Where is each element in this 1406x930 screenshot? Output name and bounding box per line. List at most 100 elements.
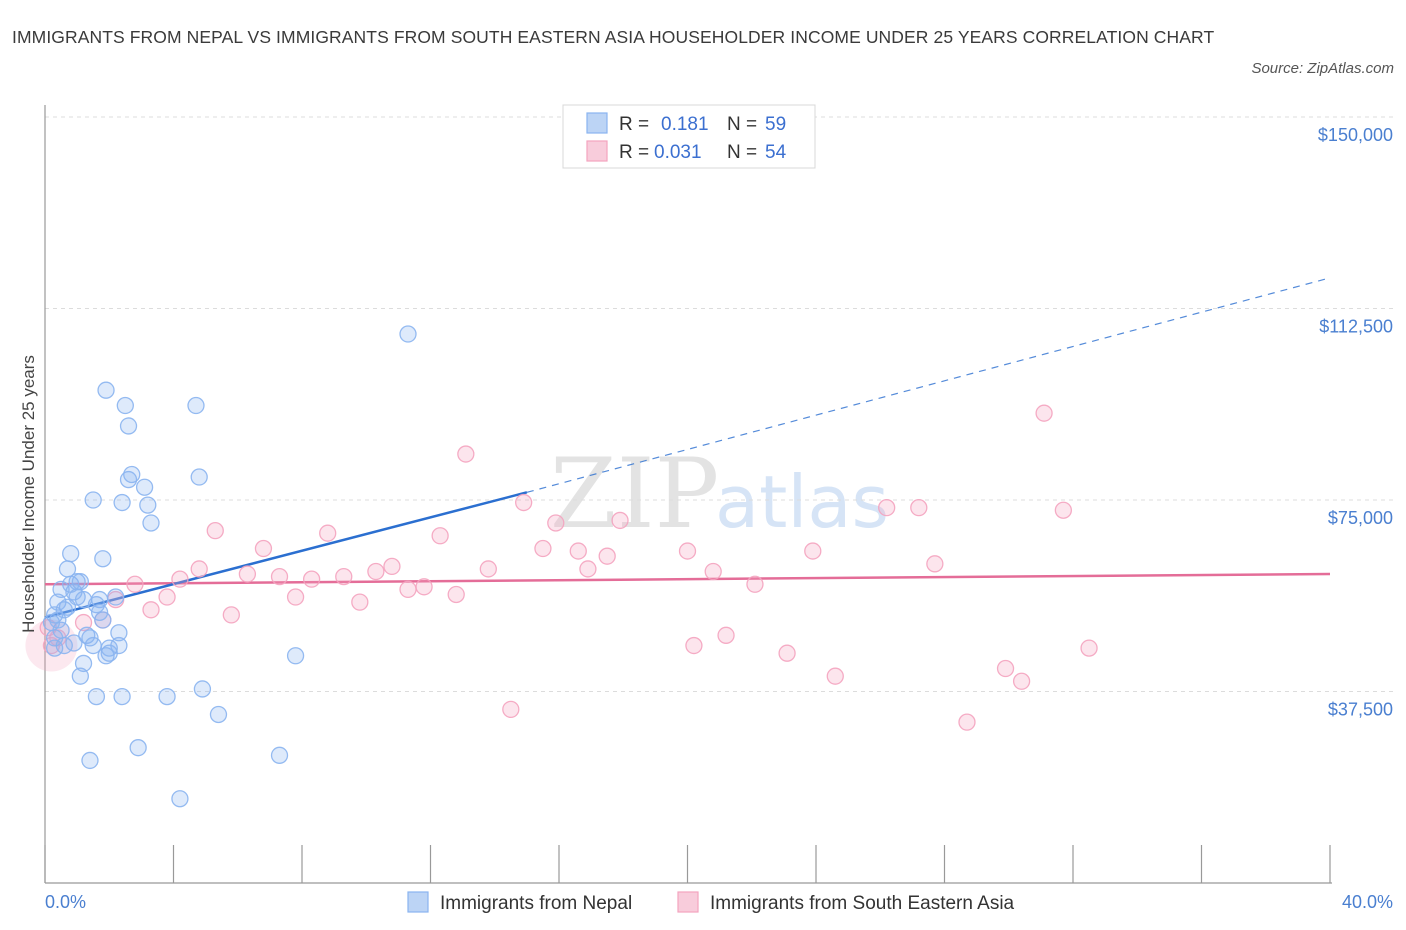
point-nepal-51 — [399, 325, 417, 343]
point-nepal-43 — [158, 687, 176, 706]
point-nepal-54 — [55, 601, 73, 619]
point-nepal-4 — [52, 580, 70, 599]
y-tick-label-3: $150,000 — [1318, 125, 1393, 145]
legend-r-value-1: 0.181 — [661, 114, 709, 135]
point-sea-44 — [826, 667, 844, 685]
point-nepal-35 — [119, 417, 138, 435]
point-nepal-40 — [139, 496, 157, 514]
legend-r-label-2: R = — [619, 142, 649, 163]
point-nepal-45 — [187, 396, 205, 415]
legend-r-value-2: 0.031 — [654, 142, 702, 163]
legend-n-label-2: N = — [727, 142, 757, 163]
point-nepal-23 — [94, 550, 112, 568]
point-sea-42 — [778, 644, 796, 662]
point-nepal-19 — [84, 491, 102, 509]
point-nepal-50 — [286, 647, 305, 665]
point-sea-32 — [547, 514, 565, 532]
point-nepal-31 — [110, 636, 128, 655]
point-sea-43 — [804, 542, 822, 560]
point-sea-17 — [302, 570, 321, 588]
point-sea-8 — [158, 588, 176, 606]
point-nepal-16 — [78, 626, 96, 644]
point-sea-35 — [598, 547, 616, 565]
y-axis-label: Householder Income Under 25 years — [19, 355, 38, 633]
point-sea-25 — [431, 527, 449, 545]
bottom-legend-swatch-sea — [677, 891, 699, 913]
point-sea-7 — [142, 601, 160, 619]
point-nepal-41 — [142, 514, 160, 532]
legend-swatch-sea — [586, 140, 608, 162]
legend-n-label-1: N = — [727, 114, 757, 135]
point-sea-10 — [190, 560, 208, 578]
point-sea-49 — [996, 659, 1015, 678]
point-sea-12 — [222, 606, 240, 624]
point-sea-33 — [569, 542, 587, 560]
series-legend: Immigrants from Nepal Immigrants from So… — [407, 891, 1015, 914]
point-nepal-38 — [129, 739, 147, 757]
point-sea-16 — [286, 588, 305, 606]
point-nepal-14 — [74, 654, 93, 673]
point-sea-51 — [1035, 404, 1053, 422]
point-nepal-27 — [97, 381, 115, 399]
point-sea-46 — [910, 499, 928, 517]
point-nepal-53 — [49, 611, 67, 629]
legend-n-value-2: 54 — [765, 142, 787, 163]
point-nepal-24 — [94, 611, 112, 629]
point-nepal-29 — [107, 588, 125, 606]
data-points — [25, 325, 1098, 808]
point-nepal-9 — [62, 544, 80, 563]
point-sea-26 — [447, 585, 465, 604]
point-nepal-20 — [87, 687, 106, 706]
x-tick-label-min: 0.0% — [45, 892, 86, 912]
y-tick-label-0: $37,500 — [1328, 700, 1393, 720]
chart-title: IMMIGRANTS FROM NEPAL VS IMMIGRANTS FROM… — [12, 27, 1215, 47]
point-sea-40 — [717, 626, 735, 644]
point-sea-52 — [1054, 501, 1073, 519]
point-sea-45 — [878, 499, 896, 517]
point-nepal-30 — [110, 624, 128, 642]
point-nepal-33 — [113, 687, 131, 706]
point-sea-21 — [367, 562, 385, 581]
point-sea-48 — [958, 713, 976, 731]
y-tick-label-2: $112,500 — [1319, 317, 1393, 337]
point-sea-11 — [206, 521, 224, 540]
point-sea-41 — [746, 575, 764, 593]
legend-n-value-1: 59 — [765, 114, 786, 135]
watermark-zip: ZIP — [550, 438, 719, 550]
point-nepal-57 — [45, 639, 64, 657]
axes — [44, 105, 1332, 884]
point-nepal-39 — [135, 478, 154, 496]
point-sea-9 — [171, 570, 189, 588]
point-nepal-48 — [209, 705, 228, 724]
point-nepal-44 — [171, 790, 189, 808]
correlation-legend: R = 0.181 N = 59 R = 0.031 N = 54 — [562, 104, 816, 169]
point-sea-20 — [351, 593, 369, 611]
point-sea-47 — [926, 555, 944, 573]
point-nepal-58 — [87, 596, 106, 614]
y-tick-labels: $37,500 $75,000 $112,500 $150,000 — [1318, 125, 1393, 720]
point-sea-14 — [254, 539, 273, 558]
point-sea-22 — [383, 557, 401, 576]
point-sea-30 — [515, 493, 533, 512]
point-sea-37 — [678, 542, 697, 560]
point-nepal-32 — [113, 493, 131, 512]
gridlines — [45, 116, 1395, 692]
point-nepal-13 — [71, 573, 89, 591]
point-sea-13 — [238, 565, 257, 583]
trend-line-nepal — [44, 491, 528, 619]
point-nepal-49 — [270, 746, 289, 764]
trend-line-sea — [44, 572, 1331, 586]
point-sea-28 — [479, 560, 497, 578]
bottom-legend-swatch-nepal — [407, 891, 429, 913]
point-sea-24 — [415, 578, 433, 596]
point-sea-18 — [319, 524, 337, 542]
point-nepal-2 — [45, 606, 64, 624]
point-sea-3 — [74, 613, 93, 632]
point-sea-15 — [270, 567, 289, 586]
legend-swatch-nepal — [586, 112, 608, 134]
point-sea-23 — [399, 580, 417, 599]
x-tick-label-max: 40.0% — [1342, 892, 1393, 912]
point-nepal-46 — [190, 468, 208, 486]
point-nepal-55 — [65, 634, 83, 652]
